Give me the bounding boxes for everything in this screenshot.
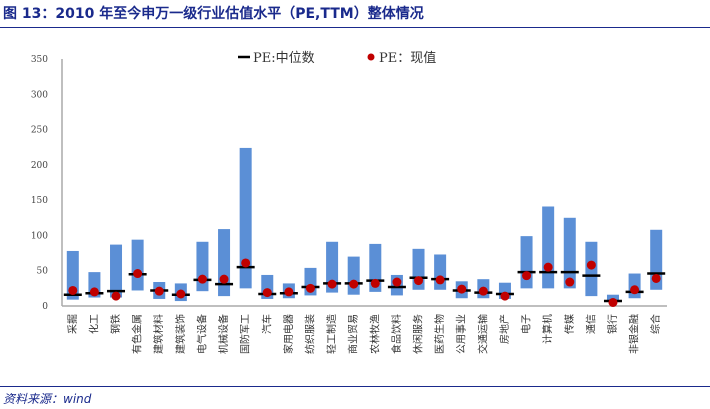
category-label: 房地产 [498,314,511,344]
current-dot [370,278,380,288]
category-label: 汽车 [260,314,273,334]
y-tick-label: 200 [31,161,48,171]
category-label: 纺织服装 [303,314,316,354]
pe-range-chart: 050100150200250300350采掘 化工 钢铁 有色金属 建筑材料 建筑装饰电… [31,50,667,354]
y-tick-label: 150 [31,196,48,206]
current-dot [89,287,99,297]
current-dot [414,276,424,286]
current-dot [349,279,359,289]
category-label: 农林牧渔 [368,314,381,354]
current-dot [565,277,575,287]
category-label: 通信 [585,314,597,334]
category-label: 机械设备 [217,314,230,354]
current-dot [219,274,229,284]
range-bar [434,254,447,290]
range-bar [563,217,576,289]
current-dot [154,286,164,296]
source-note: 资料来源：wind [3,392,92,406]
legend-current-label: PE：现值 [379,50,436,66]
category-label: 电子 [520,314,533,334]
category-label: 建筑装饰 [174,314,187,354]
range-bar [326,241,339,293]
category-label: 医药生物 [433,314,446,354]
category-label: 公用事业 [455,314,468,354]
current-dot [262,288,272,298]
category-label: 非银金融 [628,314,641,354]
category-label: 食品饮料 [390,314,403,354]
current-dot [327,279,337,289]
current-dot [543,262,553,272]
legend-median-label: PE:中位数 [253,51,315,66]
category-label: 银行 [606,314,619,334]
y-tick-label: 50 [37,267,49,277]
range-bar [218,229,231,297]
y-tick-label: 100 [31,231,48,241]
category-label: 建筑材料 [152,314,165,354]
current-dot [392,277,402,287]
current-dot [630,285,640,295]
y-tick-label: 0 [42,302,48,312]
range-bar [347,256,360,295]
current-dot [68,285,78,295]
category-label: 轻工制造 [325,314,338,354]
current-dot [133,269,143,279]
figure-title: 图 13：2010 年至今申万一级行业估值水平（PE,TTM）整体情况 [3,6,424,22]
y-tick-label: 250 [31,126,48,136]
current-dot [305,283,315,293]
category-label: 国防军工 [239,314,252,354]
category-label: 有色金属 [131,314,144,354]
category-label: 钢铁 [109,314,122,334]
current-dot [500,291,510,301]
range-bar [239,147,252,289]
y-tick-label: 300 [31,90,48,100]
current-dot [522,271,532,281]
source-divider [0,386,710,387]
current-dot [241,258,251,268]
category-label: 综合 [649,314,662,334]
range-bar [520,236,533,289]
category-label: 商业贸易 [347,314,360,354]
current-dot [478,286,488,296]
range-bar [606,294,619,301]
range-bar [110,244,123,298]
range-bar [196,241,209,292]
category-label: 采掘 [66,314,79,334]
current-dot [284,287,294,297]
current-dot [608,297,618,307]
category-label: 传媒 [564,314,576,334]
current-dot [197,274,207,284]
y-tick-label: 350 [31,55,48,65]
current-dot [651,273,661,283]
current-dot [176,289,186,299]
current-dot [586,260,596,270]
category-label: 休闲服务 [412,314,425,354]
current-dot [111,291,121,301]
range-bar [131,239,144,291]
category-label: 计算机 [541,314,554,344]
title-divider [0,27,710,28]
current-dot [435,275,445,285]
category-label: 交通运输 [476,314,489,354]
category-label: 化工 [87,314,100,334]
range-bar [542,206,555,289]
category-label: 家用电器 [282,314,295,354]
current-dot [457,284,467,294]
category-label: 电气设备 [195,314,208,354]
legend-current-marker [367,53,375,61]
